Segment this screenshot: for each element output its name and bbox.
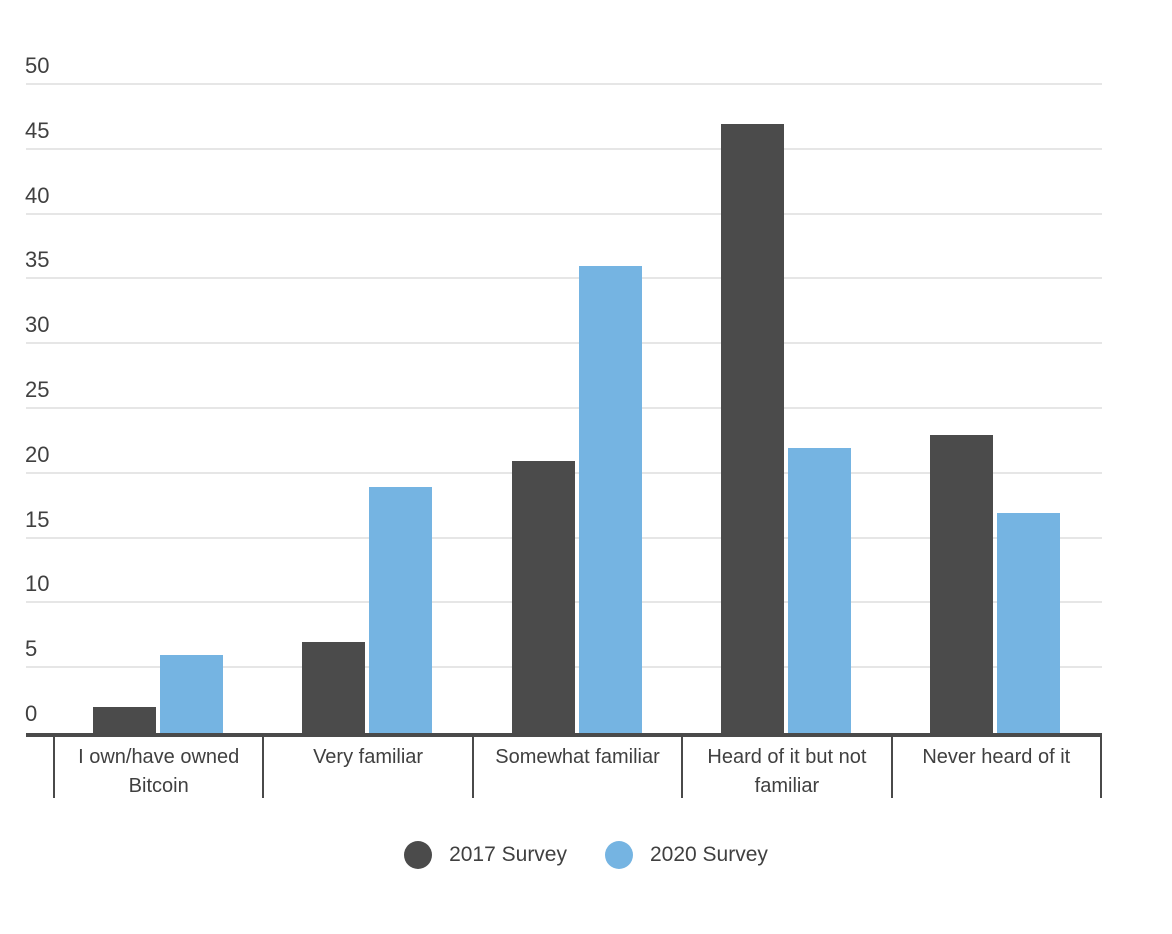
x-category-label: Never heard of it [922, 746, 1071, 768]
y-tick-label: 45 [25, 117, 50, 143]
x-axis-line [26, 733, 1102, 737]
legend-swatch-icon [605, 841, 633, 869]
y-tick-label: 5 [25, 636, 38, 662]
bar-2020-survey-very-familiar [369, 486, 433, 733]
gridline [26, 277, 1102, 280]
gridline [26, 342, 1102, 345]
x-category-label: Very familiar [313, 746, 424, 768]
y-tick-label: 50 [25, 53, 50, 78]
bar-2017-survey-never-heard-of-it [930, 434, 994, 733]
legend-item-2020-survey: 2020 Survey [605, 841, 768, 869]
gridline [26, 212, 1102, 215]
y-tick-label: 35 [25, 247, 50, 273]
bar-2017-survey-very-familiar [302, 642, 366, 733]
y-tick-label: 0 [25, 701, 38, 726]
bar-2017-survey-i-own-have-owned-bitcoin [92, 707, 156, 733]
legend-label: 2020 Survey [650, 843, 768, 866]
x-category-cell-never-heard-of-it: Never heard of it [890, 737, 1102, 798]
y-tick-label: 25 [25, 377, 50, 402]
x-category-label: I own/have owned Bitcoin [78, 746, 240, 797]
y-tick-label: 15 [25, 506, 50, 532]
y-tick-label: 10 [25, 571, 50, 597]
bar-2017-survey-somewhat-familiar [511, 460, 575, 733]
x-category-cell-i-own-have-owned-bitcoin: I own/have owned Bitcoin [53, 737, 262, 798]
x-category-cell-somewhat-familiar: Somewhat familiar [471, 737, 681, 798]
bar-2020-survey-never-heard-of-it [997, 512, 1061, 733]
bar-2020-survey-heard-of-it-but-not-familiar [787, 447, 851, 733]
y-tick-label: 40 [25, 182, 50, 208]
x-category-label: Heard of it but not familiar [707, 746, 867, 797]
gridline [26, 83, 1102, 85]
gridline [26, 147, 1102, 150]
legend: 2017 Survey 2020 Survey [0, 841, 1172, 869]
legend-label: 2017 Survey [449, 843, 567, 866]
legend-swatch-icon [404, 841, 433, 869]
y-tick-label: 20 [25, 441, 50, 467]
bar-2020-survey-somewhat-familiar [578, 266, 642, 733]
x-category-cell-heard-of-it-but-not-familiar: Heard of it but not familiar [681, 737, 890, 798]
bar-2020-survey-i-own-have-owned-bitcoin [159, 655, 223, 733]
bar-2017-survey-heard-of-it-but-not-familiar [720, 123, 784, 733]
legend-item-2017-survey: 2017 Survey [404, 841, 567, 869]
y-tick-label: 30 [25, 312, 50, 338]
gridline [26, 407, 1102, 409]
x-category-cell-very-familiar: Very familiar [262, 737, 471, 798]
x-category-label: Somewhat familiar [495, 746, 660, 768]
